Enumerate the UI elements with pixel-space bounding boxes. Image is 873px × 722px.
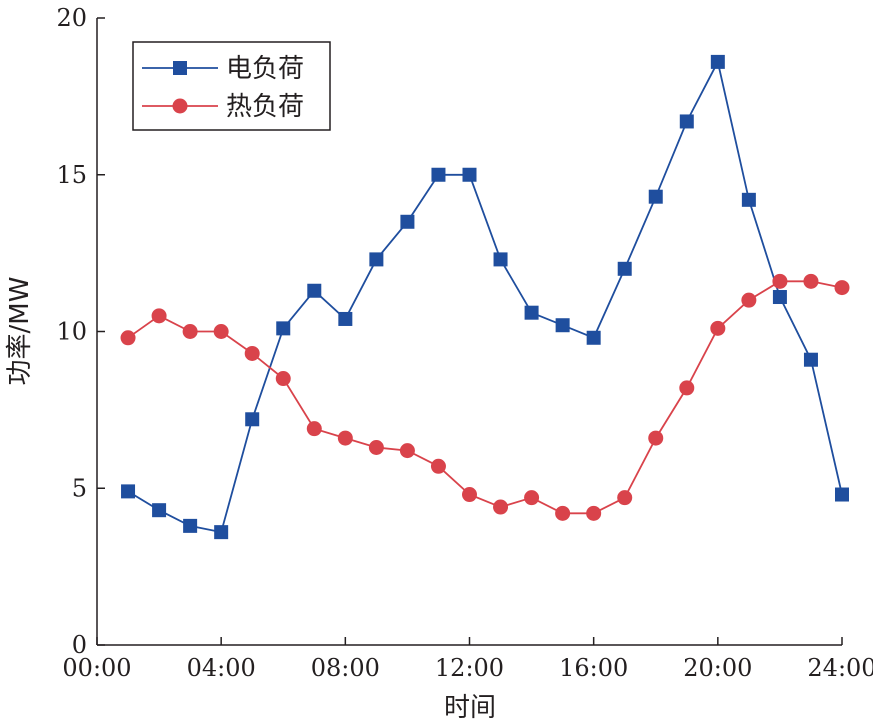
x-tick-label: 20:00 (683, 654, 752, 682)
data-point (741, 192, 756, 207)
series-layer (120, 54, 850, 540)
data-point (555, 318, 570, 333)
series-2 (120, 273, 850, 521)
data-point (524, 305, 539, 320)
data-point (586, 505, 602, 521)
legend-box (132, 41, 331, 131)
x-tick-label: 00:00 (62, 654, 131, 682)
data-point (369, 252, 384, 267)
legend-label: 热负荷 (226, 92, 304, 122)
data-point (679, 114, 694, 129)
data-point (121, 484, 136, 499)
data-point (803, 273, 819, 289)
series-line (127, 59, 843, 534)
data-point (555, 505, 571, 521)
data-point (524, 490, 540, 506)
data-point (182, 324, 198, 339)
data-point (306, 421, 322, 437)
data-point (400, 214, 415, 229)
data-point (275, 371, 291, 387)
x-tick-label: 08:00 (311, 654, 380, 682)
data-point (803, 352, 818, 367)
data-point (648, 430, 664, 446)
data-point (213, 324, 229, 339)
data-point (834, 280, 850, 296)
data-point (399, 443, 415, 459)
data-point (586, 330, 601, 345)
x-tick-label: 16:00 (559, 654, 628, 682)
data-point (152, 503, 167, 518)
data-point (462, 167, 477, 182)
data-point (648, 189, 663, 204)
legend-label: 电负荷 (226, 54, 304, 84)
data-point (151, 308, 167, 324)
x-tick-label: 04:00 (187, 654, 256, 682)
data-point (710, 54, 725, 69)
data-point (337, 430, 353, 446)
x-axis-title: 时间 (444, 693, 496, 722)
legend-marker (173, 61, 187, 75)
data-point (183, 518, 198, 533)
data-point (493, 252, 508, 267)
y-tick-label: 15 (56, 161, 87, 189)
data-point (835, 487, 849, 502)
y-axis-title: 功率/MW (5, 277, 35, 386)
data-point (338, 311, 353, 326)
data-point (368, 439, 384, 455)
data-point (710, 320, 726, 336)
data-point (617, 490, 633, 506)
data-point (430, 458, 446, 474)
data-point (307, 283, 322, 298)
y-tick-label: 20 (56, 4, 87, 32)
x-tick-label: 24:00 (807, 654, 873, 682)
y-tick-label: 10 (56, 318, 87, 346)
data-point (741, 292, 757, 308)
data-point (772, 273, 788, 289)
data-point (679, 380, 695, 396)
y-tick-label: 5 (72, 474, 87, 502)
data-point (772, 290, 787, 305)
y-tick-label: 0 (72, 631, 87, 659)
data-point (431, 167, 446, 182)
data-point (214, 525, 229, 540)
data-point (244, 345, 260, 361)
x-tick-label: 12:00 (435, 654, 504, 682)
data-point (245, 412, 260, 427)
series-1 (121, 54, 849, 540)
data-point (120, 330, 136, 346)
axes: 0 5 10 15 20 00:00 04:00 08:00 12:00 16:00 20:00 24… (56, 4, 873, 682)
legend-marker (172, 98, 188, 114)
data-point (462, 487, 477, 503)
data-point (276, 321, 291, 336)
data-point (617, 261, 632, 276)
data-point (493, 499, 509, 515)
